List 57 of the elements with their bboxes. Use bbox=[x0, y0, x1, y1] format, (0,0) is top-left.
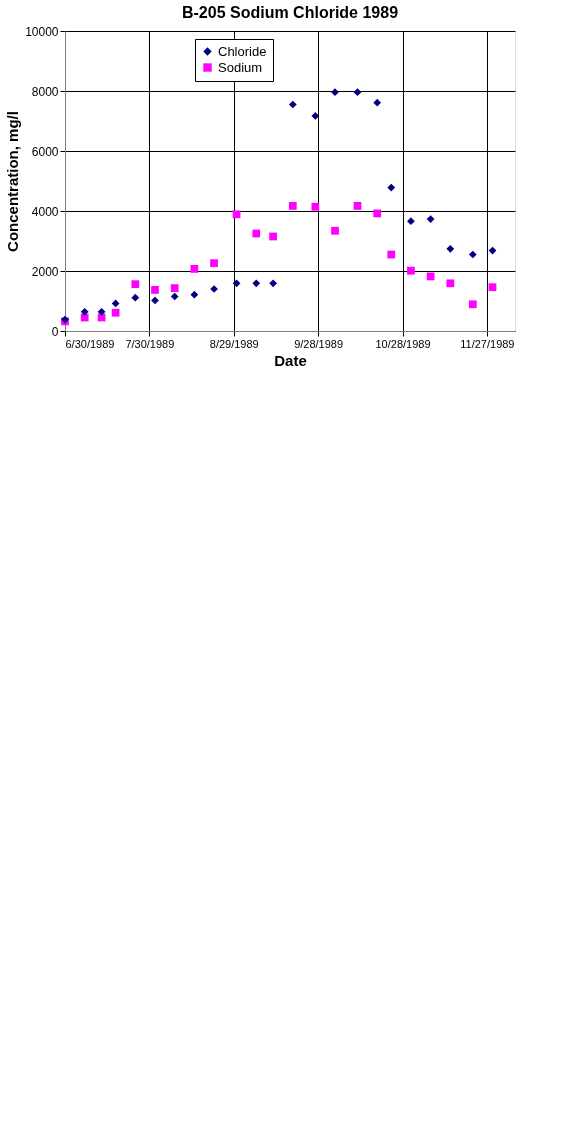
point bbox=[446, 244, 455, 253]
point bbox=[190, 290, 199, 299]
x-tick-label: 7/30/1989 bbox=[125, 337, 175, 350]
point bbox=[131, 280, 140, 289]
legend-label: Chloride bbox=[218, 43, 267, 59]
point bbox=[387, 183, 396, 192]
point bbox=[387, 250, 396, 259]
y-axis-title: Concentration, mg/l bbox=[4, 111, 22, 252]
point bbox=[97, 307, 106, 316]
point bbox=[232, 210, 241, 219]
point bbox=[80, 307, 89, 316]
point bbox=[488, 283, 497, 292]
x-tick-label: 10/28/1989 bbox=[375, 337, 431, 350]
point bbox=[252, 279, 261, 288]
point bbox=[131, 293, 140, 302]
point bbox=[446, 279, 455, 288]
point bbox=[353, 88, 362, 97]
point bbox=[111, 299, 120, 308]
point bbox=[426, 215, 435, 223]
point bbox=[232, 279, 241, 288]
point bbox=[468, 300, 477, 309]
point bbox=[407, 266, 415, 275]
x-tick-label: 6/30/1989 bbox=[65, 337, 115, 350]
point bbox=[80, 313, 89, 322]
point bbox=[170, 284, 179, 292]
x-tick-label: 8/29/1989 bbox=[209, 337, 259, 350]
y-tick-label: 4000 bbox=[31, 204, 59, 219]
point bbox=[151, 296, 159, 305]
point bbox=[331, 226, 339, 235]
point bbox=[331, 88, 339, 97]
point bbox=[373, 209, 382, 218]
point bbox=[407, 217, 415, 226]
point bbox=[111, 308, 120, 317]
point bbox=[210, 259, 218, 268]
chart-title: B-205 Sodium Chloride 1989 bbox=[181, 4, 399, 21]
point bbox=[190, 265, 199, 273]
x-tick-label: 9/28/1989 bbox=[294, 337, 344, 350]
point bbox=[269, 232, 277, 241]
y-tick-label: 0 bbox=[51, 324, 59, 339]
y-tick-label: 10000 bbox=[25, 24, 59, 39]
point bbox=[353, 202, 362, 210]
point bbox=[288, 100, 297, 109]
point bbox=[151, 286, 159, 294]
legend-label: Sodium bbox=[218, 59, 263, 75]
point bbox=[311, 202, 320, 211]
y-tick-label: 8000 bbox=[31, 84, 59, 99]
point bbox=[373, 98, 382, 107]
point bbox=[170, 292, 179, 301]
y-tick-label: 2000 bbox=[31, 264, 59, 279]
y-tick-label: 6000 bbox=[31, 144, 59, 159]
point bbox=[252, 229, 261, 238]
point bbox=[269, 279, 277, 288]
x-axis-title: Date bbox=[274, 351, 307, 369]
point bbox=[311, 112, 320, 120]
point bbox=[468, 250, 477, 259]
x-tick-label: 11/27/1989 bbox=[460, 337, 515, 350]
point bbox=[288, 202, 297, 210]
